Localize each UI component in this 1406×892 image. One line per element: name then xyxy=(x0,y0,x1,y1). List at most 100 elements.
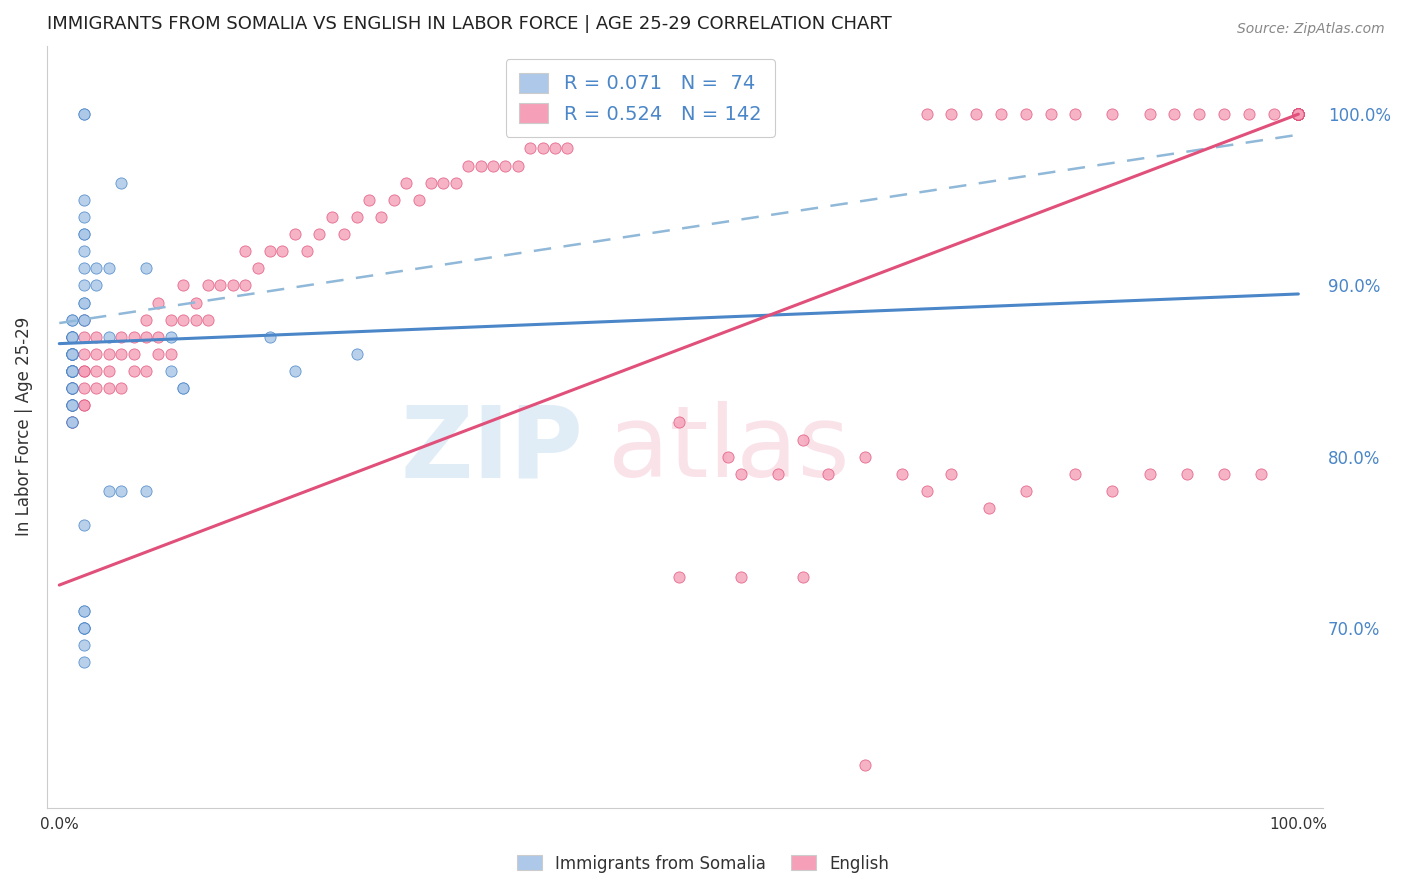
Point xyxy=(1286,107,1309,121)
Point xyxy=(470,159,492,173)
Point xyxy=(346,347,368,361)
Text: Source: ZipAtlas.com: Source: ZipAtlas.com xyxy=(1237,22,1385,37)
Point xyxy=(172,381,194,395)
Point xyxy=(148,347,170,361)
Point xyxy=(135,364,157,378)
Point xyxy=(395,176,418,190)
Point xyxy=(717,450,740,464)
Point xyxy=(60,398,83,412)
Point xyxy=(172,381,194,395)
Point xyxy=(197,312,219,326)
Point xyxy=(60,347,83,361)
Point xyxy=(333,227,356,241)
Point xyxy=(73,604,96,618)
Point xyxy=(60,347,83,361)
Point xyxy=(1139,107,1161,121)
Point xyxy=(444,176,467,190)
Point xyxy=(86,278,108,293)
Point xyxy=(60,347,83,361)
Point xyxy=(60,416,83,430)
Point xyxy=(792,569,814,583)
Point xyxy=(60,381,83,395)
Point xyxy=(1286,107,1309,121)
Point xyxy=(73,227,96,241)
Point xyxy=(1286,107,1309,121)
Point xyxy=(135,330,157,344)
Point xyxy=(370,210,392,224)
Point xyxy=(73,295,96,310)
Point xyxy=(60,381,83,395)
Point xyxy=(73,210,96,224)
Point xyxy=(159,312,181,326)
Point xyxy=(60,330,83,344)
Point xyxy=(73,604,96,618)
Point xyxy=(60,347,83,361)
Point xyxy=(159,347,181,361)
Point xyxy=(792,433,814,447)
Point xyxy=(60,398,83,412)
Point xyxy=(60,347,83,361)
Point xyxy=(766,467,789,481)
Point xyxy=(259,244,281,259)
Point xyxy=(73,398,96,412)
Point xyxy=(619,124,641,138)
Point xyxy=(977,501,1000,516)
Point xyxy=(110,381,132,395)
Point xyxy=(110,176,132,190)
Legend: R = 0.071   N =  74, R = 0.524   N = 142: R = 0.071 N = 74, R = 0.524 N = 142 xyxy=(506,59,775,137)
Point xyxy=(593,124,616,138)
Point xyxy=(246,261,269,276)
Point xyxy=(1101,483,1123,498)
Point xyxy=(60,398,83,412)
Point xyxy=(915,483,938,498)
Point xyxy=(1286,107,1309,121)
Point xyxy=(308,227,330,241)
Point xyxy=(172,312,194,326)
Point xyxy=(668,416,690,430)
Point xyxy=(1286,107,1309,121)
Point xyxy=(346,210,368,224)
Point xyxy=(1286,107,1309,121)
Point xyxy=(73,107,96,121)
Point xyxy=(1163,107,1185,121)
Point xyxy=(60,364,83,378)
Point xyxy=(110,330,132,344)
Point xyxy=(73,621,96,635)
Point xyxy=(1188,107,1211,121)
Text: atlas: atlas xyxy=(609,401,851,498)
Point xyxy=(73,278,96,293)
Point xyxy=(73,261,96,276)
Text: IMMIGRANTS FROM SOMALIA VS ENGLISH IN LABOR FORCE | AGE 25-29 CORRELATION CHART: IMMIGRANTS FROM SOMALIA VS ENGLISH IN LA… xyxy=(46,15,891,33)
Point xyxy=(668,569,690,583)
Point xyxy=(60,398,83,412)
Point xyxy=(60,330,83,344)
Point xyxy=(60,398,83,412)
Point xyxy=(1101,107,1123,121)
Point xyxy=(1175,467,1198,481)
Point xyxy=(568,124,591,138)
Point xyxy=(295,244,318,259)
Point xyxy=(506,159,529,173)
Point xyxy=(730,467,752,481)
Point xyxy=(432,176,454,190)
Point xyxy=(73,244,96,259)
Point xyxy=(1286,107,1309,121)
Point xyxy=(668,107,690,121)
Point xyxy=(97,347,120,361)
Point xyxy=(73,621,96,635)
Point xyxy=(1237,107,1260,121)
Point xyxy=(1064,467,1087,481)
Point xyxy=(122,364,145,378)
Point xyxy=(159,364,181,378)
Point xyxy=(941,467,963,481)
Point xyxy=(1286,107,1309,121)
Point xyxy=(1064,107,1087,121)
Point xyxy=(60,330,83,344)
Point xyxy=(1286,107,1309,121)
Point xyxy=(1286,107,1309,121)
Point xyxy=(110,483,132,498)
Point xyxy=(148,330,170,344)
Point xyxy=(1263,107,1285,121)
Point xyxy=(73,227,96,241)
Point xyxy=(60,330,83,344)
